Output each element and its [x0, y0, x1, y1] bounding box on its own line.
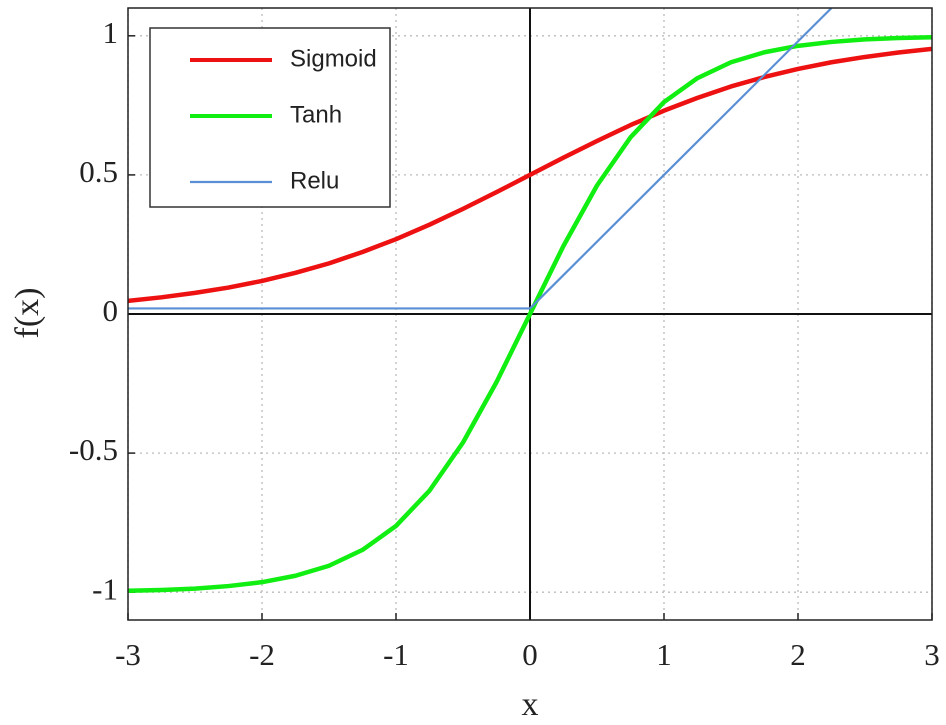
x-tick-label: 3 — [924, 637, 940, 672]
y-tick-label: 0 — [103, 293, 119, 328]
series-line — [128, 46, 932, 304]
y-tick-label: -1 — [92, 571, 118, 606]
y-tick-label: 1 — [103, 15, 119, 50]
series-line — [128, 8, 833, 310]
plot-lines — [128, 8, 932, 594]
legend-label: Tanh — [290, 101, 342, 128]
series-line — [128, 34, 932, 594]
y-axis-title: f(x) — [9, 288, 46, 339]
y-tick-label: 0.5 — [79, 154, 118, 189]
x-tick-label: -3 — [115, 637, 141, 672]
x-axis-title: x — [522, 686, 539, 723]
x-tick-label: 1 — [656, 637, 672, 672]
plot-frame — [127, 7, 933, 621]
x-tick-label: -2 — [249, 637, 275, 672]
x-tick-label: -1 — [383, 637, 409, 672]
x-tick-label: 0 — [522, 637, 538, 672]
legend-label: Sigmoid — [290, 45, 377, 72]
y-tick-label: -0.5 — [69, 432, 118, 467]
x-tick-label: 2 — [790, 637, 806, 672]
legend-label: Relu — [290, 167, 339, 194]
